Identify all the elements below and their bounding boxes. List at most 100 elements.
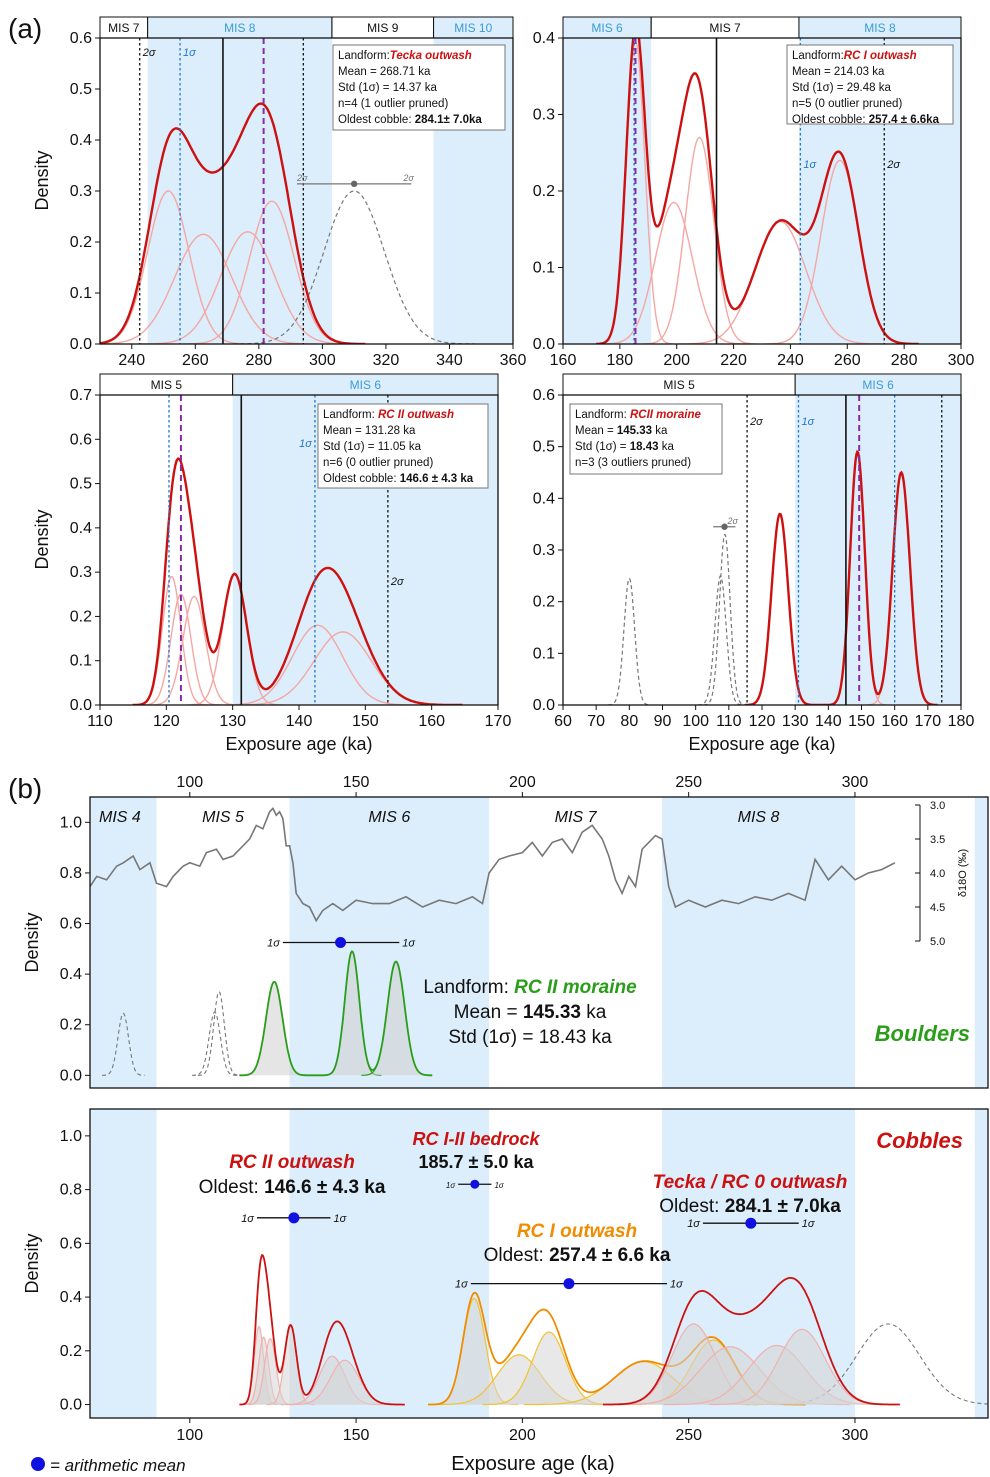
sigma-label: 2σ bbox=[402, 173, 414, 183]
y-tick-label: 0.0 bbox=[533, 336, 555, 353]
info-part: ka bbox=[652, 425, 668, 437]
x-tick-label: 140 bbox=[286, 713, 313, 730]
mean-dot bbox=[335, 937, 347, 948]
x-axis-label: Exposure age (ka) bbox=[688, 734, 835, 754]
y-tick-label: 0.5 bbox=[533, 439, 555, 456]
x-tick-label: 220 bbox=[720, 352, 747, 369]
y-tick-label: 0.5 bbox=[70, 81, 92, 98]
component-fill bbox=[432, 1354, 606, 1405]
x-tick-label: 140 bbox=[815, 713, 842, 730]
sigma-label: 1σ bbox=[802, 1218, 815, 1230]
mean-value: 145.33 bbox=[523, 1002, 581, 1023]
sum-curve bbox=[596, 38, 919, 344]
sigma-label: 1σ bbox=[670, 1279, 683, 1291]
y-tick-label: 0.1 bbox=[533, 260, 555, 277]
mis-band bbox=[662, 797, 855, 1088]
y-tick-label: 0.5 bbox=[70, 476, 92, 493]
info-box bbox=[317, 403, 489, 489]
y-tick-label: 0.7 bbox=[70, 387, 92, 404]
x-tick-label: 160 bbox=[418, 713, 445, 730]
info-line: Std (1σ) = 18.43 ka bbox=[575, 441, 674, 453]
component-fill bbox=[610, 1346, 850, 1405]
x-tick-label: 130 bbox=[219, 713, 246, 730]
y-axis-label: Density bbox=[22, 912, 42, 972]
info-line: Oldest cobble: 146.6 ± 4.3 ka bbox=[323, 473, 474, 485]
info-part: Landform: bbox=[323, 409, 378, 421]
y-tick-label: 0.2 bbox=[60, 1017, 82, 1034]
component-fill bbox=[241, 981, 308, 1076]
component-curve bbox=[141, 593, 221, 705]
y-axis-label: Density bbox=[32, 509, 52, 569]
mis-header-label: MIS 6 bbox=[591, 21, 623, 35]
mis-header-label: MIS 7 bbox=[108, 21, 140, 35]
component-curve bbox=[139, 231, 356, 344]
y-tick-label: 0.3 bbox=[533, 107, 555, 124]
mis-label: MIS 7 bbox=[555, 809, 598, 826]
y-tick-label: 0.4 bbox=[533, 30, 555, 47]
y-tick-label: 0.6 bbox=[70, 30, 92, 47]
x-tick-label: 150 bbox=[343, 1427, 370, 1444]
outlier-curve bbox=[102, 1012, 145, 1076]
info-part: 18.43 bbox=[630, 441, 659, 453]
rc2-title: RC II outwash bbox=[229, 1152, 355, 1173]
info-part: ka bbox=[659, 441, 675, 453]
chart-a2: MIS 6 MIS 7 MIS 8 1σ 2σ Landform:RC I outwash… bbox=[533, 16, 974, 369]
y-tick-label: 0.3 bbox=[533, 542, 555, 559]
info-line: Oldest cobble: 257.4 ± 6.6ka bbox=[792, 114, 940, 126]
x-tick-label: 280 bbox=[245, 352, 272, 369]
x-axis-label: Exposure age (ka) bbox=[451, 1453, 614, 1475]
y-tick-label: 0.1 bbox=[533, 645, 555, 662]
y-tick-label: 0.0 bbox=[533, 697, 555, 714]
info-line: n=5 (0 outlier pruned) bbox=[792, 98, 902, 110]
mis-header-label: MIS 5 bbox=[151, 378, 183, 392]
top-tick-label: 200 bbox=[509, 774, 536, 791]
sigma-label: 2σ bbox=[142, 47, 156, 59]
x-tick-label: 130 bbox=[782, 713, 809, 730]
legend-mean-label: = arithmetic mean bbox=[50, 1456, 186, 1475]
outlier-curve bbox=[703, 533, 747, 705]
x-tick-label: 160 bbox=[550, 352, 577, 369]
x-tick-label: 120 bbox=[749, 713, 776, 730]
info-line: Mean = 214.03 ka bbox=[792, 66, 885, 78]
mis-header-fill bbox=[433, 17, 513, 38]
top-tick-label: 150 bbox=[343, 774, 370, 791]
x-tick-label: 280 bbox=[891, 352, 918, 369]
tecka-oldest-value: 284.1 ± 7.0ka bbox=[725, 1196, 842, 1217]
x-tick-label: 70 bbox=[587, 713, 605, 730]
std-text: Std (1σ) = 18.43 ka bbox=[448, 1027, 612, 1048]
y-tick-label: 0.6 bbox=[533, 387, 555, 404]
sigma-label: 1σ bbox=[333, 1213, 346, 1225]
sigma-label: 2σ bbox=[296, 173, 308, 183]
mean-dot bbox=[470, 1179, 480, 1189]
y-tick-label: 0.2 bbox=[70, 234, 92, 251]
sum-curve bbox=[239, 1253, 405, 1406]
info-part: Oldest cobble: bbox=[338, 114, 415, 126]
y-tick-label: 0.0 bbox=[60, 1397, 82, 1414]
info-part: Mean = 214.03 ka bbox=[792, 66, 885, 78]
sigma-label: 1σ bbox=[241, 1213, 254, 1225]
mis-header-label: MIS 9 bbox=[367, 21, 399, 35]
info-line: Oldest cobble: 284.1± 7.0ka bbox=[338, 114, 482, 126]
mis-header-fill bbox=[563, 17, 652, 38]
bedrock-value: 185.7 ± 5.0 ka bbox=[419, 1152, 535, 1172]
sigma-label: 1σ bbox=[801, 416, 814, 428]
info-part: Landform: bbox=[792, 50, 844, 62]
mis-label: MIS 5 bbox=[202, 809, 244, 826]
top-tick-label: 250 bbox=[675, 774, 702, 791]
mis-header-fill bbox=[798, 17, 961, 38]
sigma-label: 1σ bbox=[687, 1218, 700, 1230]
info-part: n=3 (3 outliers pruned) bbox=[575, 457, 691, 469]
mean-dot bbox=[745, 1217, 757, 1229]
x-tick-label: 240 bbox=[777, 352, 804, 369]
y-tick-label: 0.2 bbox=[60, 1343, 82, 1360]
x-tick-label: 180 bbox=[607, 352, 634, 369]
y-tick-label: 0.2 bbox=[533, 594, 555, 611]
sigma-label: 1σ bbox=[446, 1181, 456, 1190]
mis-header-label: MIS 6 bbox=[862, 378, 894, 392]
info-part: Oldest cobble: bbox=[792, 114, 869, 126]
info-part: 146.6 ± 4.3 ka bbox=[400, 473, 474, 485]
chart-a1: MIS 7 MIS 8 MIS 9 MIS 10 2σ 1σ 2σ 2σ Landform:Te… bbox=[32, 16, 526, 369]
component-fill bbox=[482, 1332, 616, 1405]
mis-band bbox=[90, 1109, 157, 1418]
